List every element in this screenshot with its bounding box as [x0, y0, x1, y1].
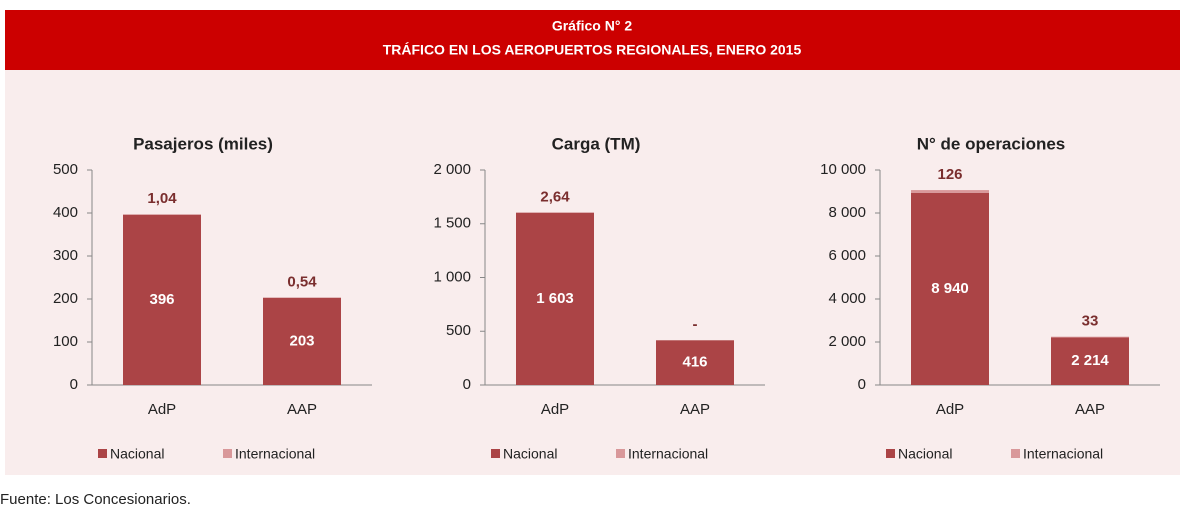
legend-label: Internacional [235, 446, 315, 462]
bar-segment [1051, 337, 1129, 338]
header-title: Gráfico N° 2 [552, 18, 633, 34]
legend-label: Internacional [1023, 446, 1103, 462]
legend-swatch [616, 449, 625, 458]
y-tick-label: 0 [70, 376, 78, 393]
data-label: 2,64 [540, 188, 570, 205]
data-label: 203 [289, 332, 314, 349]
x-tick-label: AAP [680, 401, 710, 418]
x-tick-label: AAP [287, 401, 317, 418]
data-label: 396 [149, 291, 174, 308]
data-label: - [693, 316, 698, 333]
y-tick-label: 500 [446, 322, 471, 339]
data-label: 0,54 [287, 273, 317, 290]
y-tick-label: 2 000 [828, 333, 866, 350]
data-label: 8 940 [931, 280, 969, 297]
y-tick-label: 6 000 [828, 247, 866, 264]
legend-swatch [1011, 449, 1020, 458]
bar-segment [911, 190, 989, 193]
data-label: 1 603 [536, 290, 574, 307]
legend-label: Nacional [110, 446, 164, 462]
y-tick-label: 500 [53, 161, 78, 178]
chart-title: Carga (TM) [552, 134, 641, 153]
legend-label: Nacional [898, 446, 952, 462]
y-tick-label: 1 000 [433, 268, 471, 285]
data-label: 416 [682, 354, 707, 371]
data-label: 33 [1082, 313, 1099, 330]
data-label: 1,04 [147, 190, 177, 207]
legend-label: Internacional [628, 446, 708, 462]
data-label: 126 [937, 166, 962, 183]
y-tick-label: 2 000 [433, 161, 471, 178]
legend-swatch [98, 449, 107, 458]
source-note: Fuente: Los Concesionarios. [0, 491, 191, 508]
y-tick-label: 0 [858, 376, 866, 393]
x-tick-label: AAP [1075, 401, 1105, 418]
x-tick-label: AdP [936, 401, 964, 418]
y-tick-label: 400 [53, 204, 78, 221]
chart-title: N° de operaciones [917, 134, 1066, 153]
y-tick-label: 10 000 [820, 161, 866, 178]
legend-swatch [491, 449, 500, 458]
y-tick-label: 0 [463, 376, 471, 393]
x-tick-label: AdP [148, 401, 176, 418]
y-tick-label: 200 [53, 290, 78, 307]
y-tick-label: 8 000 [828, 204, 866, 221]
y-tick-label: 4 000 [828, 290, 866, 307]
y-tick-label: 1 500 [433, 215, 471, 232]
legend-swatch [223, 449, 232, 458]
legend-label: Nacional [503, 446, 557, 462]
header-subtitle: TRÁFICO EN LOS AEROPUERTOS REGIONALES, E… [383, 42, 802, 58]
x-tick-label: AdP [541, 401, 569, 418]
chart-title: Pasajeros (miles) [133, 134, 273, 153]
data-label: 2 214 [1071, 352, 1109, 369]
legend-swatch [886, 449, 895, 458]
y-tick-label: 100 [53, 333, 78, 350]
y-tick-label: 300 [53, 247, 78, 264]
